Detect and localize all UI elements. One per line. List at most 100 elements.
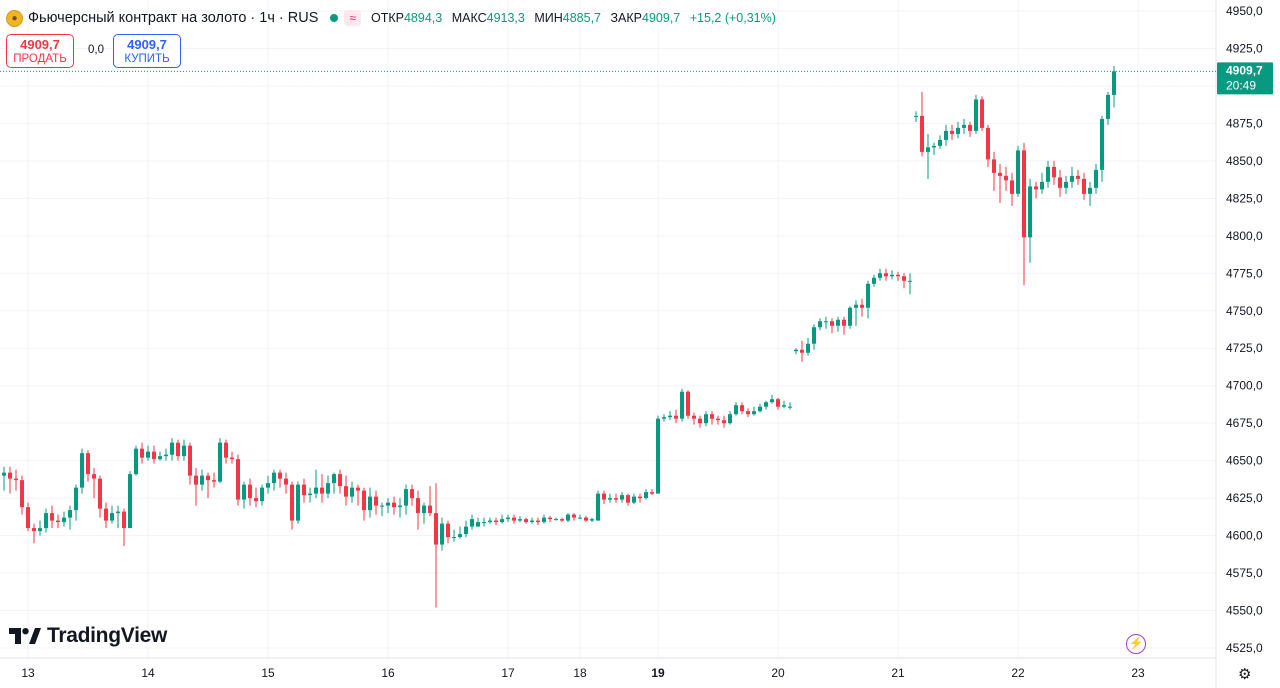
candle-body (716, 418, 720, 421)
candle-body (1088, 187, 1092, 194)
candle-body (230, 457, 234, 460)
candle-body (878, 273, 882, 278)
gear-icon[interactable]: ⚙ (1238, 666, 1252, 683)
candle-body (536, 520, 540, 523)
candle-body (620, 495, 624, 500)
candle-body (800, 349, 804, 353)
y-tick-label: 4725,0 (1226, 341, 1263, 355)
y-tick-label: 4700,0 (1226, 379, 1263, 393)
candle-body (494, 520, 498, 523)
candle-body (266, 483, 270, 488)
candle-body (506, 517, 510, 520)
candle-body (788, 406, 792, 408)
candle-body (548, 517, 552, 520)
buy-button[interactable]: 4909,7 КУПИТЬ (113, 34, 181, 68)
candle-body (278, 472, 282, 479)
candle-body (392, 502, 396, 508)
candle-body (1094, 169, 1098, 188)
candle-body (668, 415, 672, 418)
candle-body (122, 511, 126, 529)
candle-body (68, 510, 72, 518)
candle-body (710, 414, 714, 419)
candle-body (578, 517, 582, 519)
candle-body (854, 304, 858, 308)
symbol-title[interactable]: Фьючерсный контракт на золото · 1ч · RUS (28, 10, 319, 26)
change-value: +15,2 (+0,31%) (689, 11, 776, 25)
x-tick-label: 21 (891, 666, 905, 680)
candle-body (314, 487, 318, 494)
candle-body (776, 399, 780, 407)
candle-body (260, 487, 264, 502)
y-tick-label: 4625,0 (1226, 491, 1263, 505)
candle-body (722, 420, 726, 424)
candle-body (908, 280, 912, 282)
candle-body (1046, 166, 1050, 182)
candle-body (56, 520, 60, 523)
candle-body (416, 498, 420, 514)
sell-price: 4909,7 (20, 37, 60, 52)
candle-body (920, 115, 924, 152)
candle-body (188, 445, 192, 476)
tradingview-logo[interactable]: TradingView (9, 624, 167, 648)
candle-body (848, 307, 852, 326)
candle-body (1064, 181, 1068, 188)
sell-label: ПРОДАТЬ (13, 53, 67, 65)
candle-body (44, 513, 48, 529)
candle-body (110, 513, 114, 521)
candle-body (632, 496, 636, 503)
data-delay-icon[interactable]: ≈ (344, 10, 361, 26)
candle-body (842, 319, 846, 326)
tradingview-brand: TradingView (47, 624, 168, 647)
open-label: ОТКР (371, 11, 404, 25)
candle-body (806, 343, 810, 353)
candle-body (962, 124, 966, 128)
candle-body (524, 519, 528, 523)
candle-body (332, 474, 336, 484)
candle-body (134, 448, 138, 475)
candle-body (1076, 175, 1080, 179)
candle-body (656, 418, 660, 494)
y-tick-label: 4800,0 (1226, 229, 1263, 243)
candle-body (818, 321, 822, 328)
candle-body (140, 448, 144, 458)
candle-body (380, 505, 384, 507)
candle-body (596, 493, 600, 521)
candle-body (368, 496, 372, 511)
candle-body (896, 274, 900, 277)
candle-body (1010, 180, 1014, 194)
candle-body (680, 391, 684, 419)
candle-body (554, 519, 558, 521)
candle-body (980, 99, 984, 128)
candle-body (1112, 71, 1116, 95)
candle-body (644, 492, 648, 499)
candle-body (38, 528, 42, 532)
candle-body (254, 498, 258, 502)
gold-symbol-icon: ● (6, 9, 23, 27)
y-tick-label: 4925,0 (1226, 41, 1263, 55)
candle-body (206, 475, 210, 481)
candle-body (446, 523, 450, 538)
lightning-icon[interactable]: ⚡ (1126, 634, 1146, 654)
bar-countdown-label: 20:49 (1226, 78, 1256, 92)
candle-body (2, 472, 6, 476)
candle-body (500, 519, 504, 523)
candle-body (1040, 181, 1044, 190)
candle-body (992, 159, 996, 173)
candle-body (428, 505, 432, 514)
y-tick-label: 4575,0 (1226, 566, 1263, 580)
candle-body (20, 480, 24, 508)
candle-body (1100, 118, 1104, 170)
x-tick-label: 18 (573, 666, 587, 680)
candle-body (884, 273, 888, 277)
low-value: 4885,7 (562, 11, 602, 25)
candle-body (650, 492, 654, 494)
candle-body (404, 489, 408, 506)
candle-body (938, 139, 942, 146)
candle-body (104, 508, 108, 521)
y-tick-label: 4950,0 (1226, 4, 1263, 18)
candle-body (698, 418, 702, 424)
spread-value: 0,0 (88, 44, 104, 56)
sell-button[interactable]: 4909,7 ПРОДАТЬ (6, 34, 74, 68)
candle-body (758, 406, 762, 412)
